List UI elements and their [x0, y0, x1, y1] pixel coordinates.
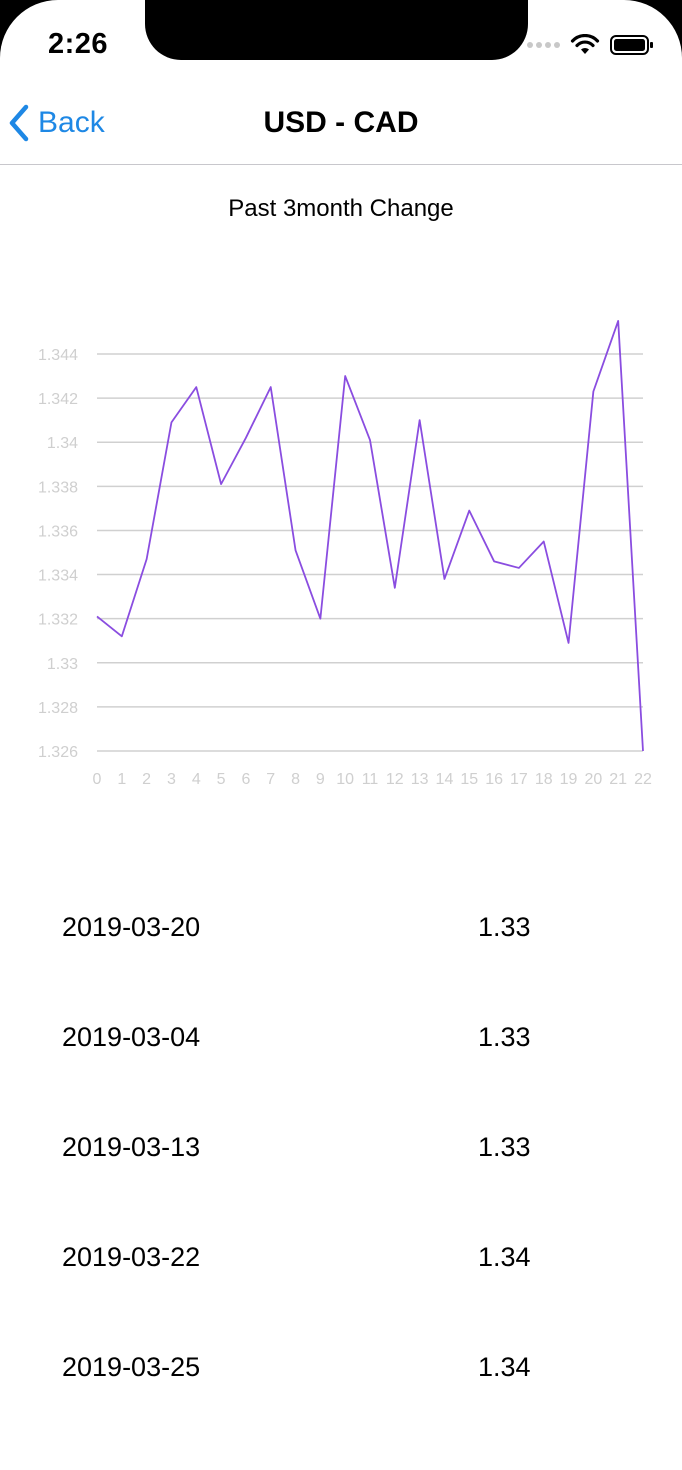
x-tick-label: 14 — [436, 771, 454, 788]
rate-date: 2019-03-13 — [62, 1132, 201, 1162]
rate-row[interactable]: 2019-03-20 1.33 — [0, 912, 682, 1022]
back-label: Back — [38, 106, 105, 139]
rate-value: 1.33 — [478, 1022, 531, 1052]
x-tick-label: 16 — [485, 771, 503, 788]
chevron-left-icon — [9, 104, 29, 142]
rate-value: 1.33 — [478, 1132, 531, 1162]
rate-date: 2019-03-20 — [62, 912, 201, 942]
y-tick-label: 1.34 — [47, 435, 78, 452]
x-tick-label: 7 — [266, 771, 275, 788]
y-tick-label: 1.326 — [38, 744, 78, 761]
y-tick-label: 1.332 — [38, 612, 78, 629]
rate-row[interactable]: 2019-03-13 1.33 — [0, 1132, 682, 1242]
y-tick-label: 1.328 — [38, 700, 78, 717]
signal-icon — [527, 42, 560, 48]
x-tick-label: 20 — [584, 771, 602, 788]
x-tick-label: 21 — [609, 771, 627, 788]
x-tick-label: 12 — [386, 771, 404, 788]
x-tick-label: 18 — [535, 771, 553, 788]
x-tick-label: 15 — [460, 771, 478, 788]
x-tick-label: 22 — [634, 771, 652, 788]
back-button[interactable]: Back — [8, 104, 105, 142]
x-tick-label: 5 — [217, 771, 226, 788]
chart-title: Past 3month Change — [228, 195, 454, 222]
y-tick-label: 1.336 — [38, 523, 78, 540]
rate-value: 1.33 — [478, 912, 531, 942]
rate-date: 2019-03-04 — [62, 1022, 201, 1052]
x-tick-label: 11 — [362, 771, 379, 788]
y-tick-label: 1.334 — [38, 568, 78, 585]
x-tick-label: 17 — [510, 771, 528, 788]
x-tick-label: 19 — [560, 771, 578, 788]
status-time: 2:26 — [48, 28, 109, 60]
battery-icon — [610, 35, 653, 55]
x-tick-label: 9 — [316, 771, 325, 788]
x-tick-label: 10 — [336, 771, 354, 788]
x-tick-label: 1 — [117, 771, 126, 788]
x-tick-label: 0 — [93, 771, 102, 788]
x-tick-label: 6 — [241, 771, 250, 788]
rate-date: 2019-03-25 — [62, 1352, 201, 1382]
x-tick-label: 13 — [411, 771, 429, 788]
navigation-bar: Back USD - CAD — [0, 82, 682, 165]
x-tick-label: 2 — [142, 771, 151, 788]
y-tick-label: 1.33 — [47, 656, 78, 673]
y-tick-label: 1.342 — [38, 391, 78, 408]
wifi-icon — [570, 34, 600, 54]
page-title: USD - CAD — [263, 106, 419, 139]
rate-row[interactable]: 2019-03-25 1.34 — [0, 1352, 682, 1462]
rate-value: 1.34 — [478, 1352, 531, 1382]
rate-row[interactable]: 2019-03-04 1.33 — [0, 1022, 682, 1132]
rate-value: 1.34 — [478, 1242, 531, 1272]
notch — [145, 0, 528, 60]
rate-date: 2019-03-22 — [62, 1242, 201, 1272]
series-line — [96, 320, 644, 752]
x-tick-label: 8 — [291, 771, 300, 788]
x-tick-label: 4 — [192, 771, 201, 788]
rate-line-chart: 1.326 1.328 1.33 1.332 1.334 1.336 1.338 1.34 1.… — [38, 320, 652, 788]
x-tick-label: 3 — [167, 771, 176, 788]
status-icons — [527, 34, 654, 56]
y-tick-label: 1.344 — [38, 347, 78, 364]
rate-row[interactable]: 2019-03-22 1.34 — [0, 1242, 682, 1352]
y-tick-label: 1.338 — [38, 479, 78, 496]
